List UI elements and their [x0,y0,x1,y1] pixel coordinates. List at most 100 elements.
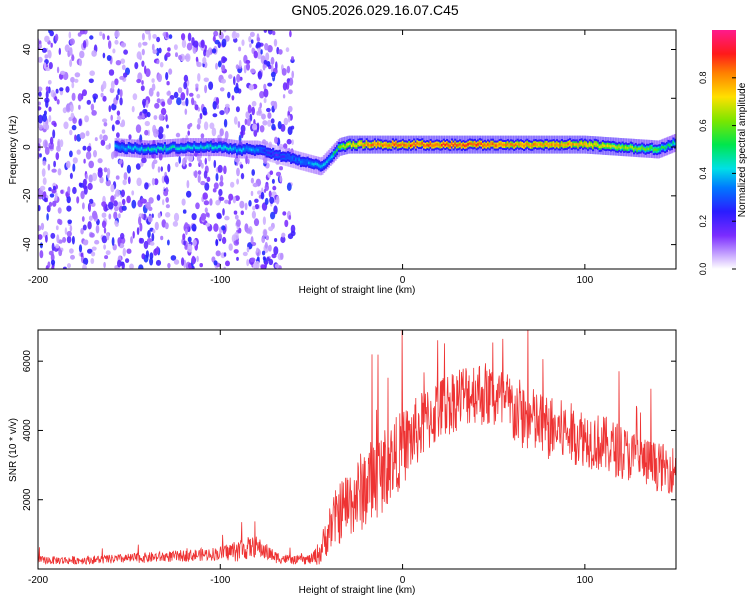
noise-speck [120,232,125,240]
noise-speck [149,241,155,246]
band-core [468,142,472,145]
band-core [139,148,142,151]
noise-speck [143,240,149,250]
noise-speck [38,56,43,63]
noise-speck [240,164,244,169]
noise-speck [50,259,56,266]
noise-speck [141,80,144,85]
noise-speck [147,215,153,223]
band-core [186,145,189,148]
band-core [662,146,665,149]
noise-speck [136,51,142,60]
noise-speck [52,185,56,191]
noise-speck [156,246,159,255]
noise-speck [49,30,54,37]
band-core [239,148,242,152]
noise-speck [236,219,241,227]
noise-speck [187,243,193,253]
noise-speck [273,38,278,47]
noise-speck [181,198,186,206]
band-core [322,163,326,166]
noise-speck [55,88,59,94]
band-core [170,146,173,149]
noise-speck [122,247,127,257]
band-core [398,143,401,147]
noise-speck [149,252,154,260]
noise-speck [110,114,113,121]
noise-speck [83,186,88,195]
noise-speck [45,90,49,99]
noise-speck [221,56,227,64]
noise-speck [288,105,293,113]
band-core [590,143,593,146]
noise-speck [151,78,155,83]
noise-speck [102,33,106,40]
noise-speck [91,172,98,182]
noise-speck [101,129,106,134]
band-core [564,143,567,147]
noise-speck [153,115,158,120]
noise-speck [271,123,276,131]
noise-speck [231,30,238,40]
band-core [649,146,652,150]
noise-speck [181,257,185,266]
band-core [500,142,503,146]
noise-speck [243,64,247,74]
band-core [446,142,449,146]
noise-speck [281,232,286,238]
x-tick-label: -200 [28,275,48,286]
band-core [450,142,454,145]
noise-speck [38,205,41,212]
band-core [191,146,194,150]
band-core [593,142,596,146]
noise-speck [108,69,115,76]
band-core [637,147,641,150]
noise-speck [233,86,240,94]
noise-speck [115,120,120,125]
noise-speck [70,112,75,120]
noise-speck [69,38,75,45]
band-core [652,148,655,152]
band-core [518,143,521,147]
noise-speck [110,184,115,193]
band-core [388,144,391,147]
noise-speck [167,239,170,246]
noise-speck [136,78,142,84]
band-core [423,144,426,147]
noise-speck [271,178,275,184]
noise-speck [67,186,71,194]
noise-speck [128,134,132,140]
noise-speck [114,78,119,86]
noise-speck [264,241,268,249]
noise-speck [234,231,239,241]
noise-speck [223,266,226,269]
noise-speck [126,195,131,204]
noise-speck [111,124,115,132]
band-core [424,144,427,148]
band-core [587,144,590,148]
band-core [290,157,293,161]
noise-speck [139,222,143,232]
snr-x-axis-label: Height of straight line (km) [299,585,416,596]
noise-speck [211,127,217,137]
noise-speck [245,111,250,119]
band-core [319,165,322,168]
noise-speck [148,197,154,204]
band-core [373,142,376,145]
noise-speck [131,105,135,113]
noise-speck [238,59,242,68]
band-core [162,148,165,151]
noise-speck [141,213,144,220]
noise-speck [267,82,273,87]
band-core [173,145,176,148]
noise-speck [184,244,189,250]
noise-speck [38,106,42,111]
y-tick-label: 20 [22,92,33,104]
noise-speck [58,47,61,56]
band-core [639,147,642,150]
band-core [172,145,175,148]
band-core [498,142,501,146]
noise-speck [38,43,43,49]
band-core [501,143,504,147]
band-core [467,143,470,146]
